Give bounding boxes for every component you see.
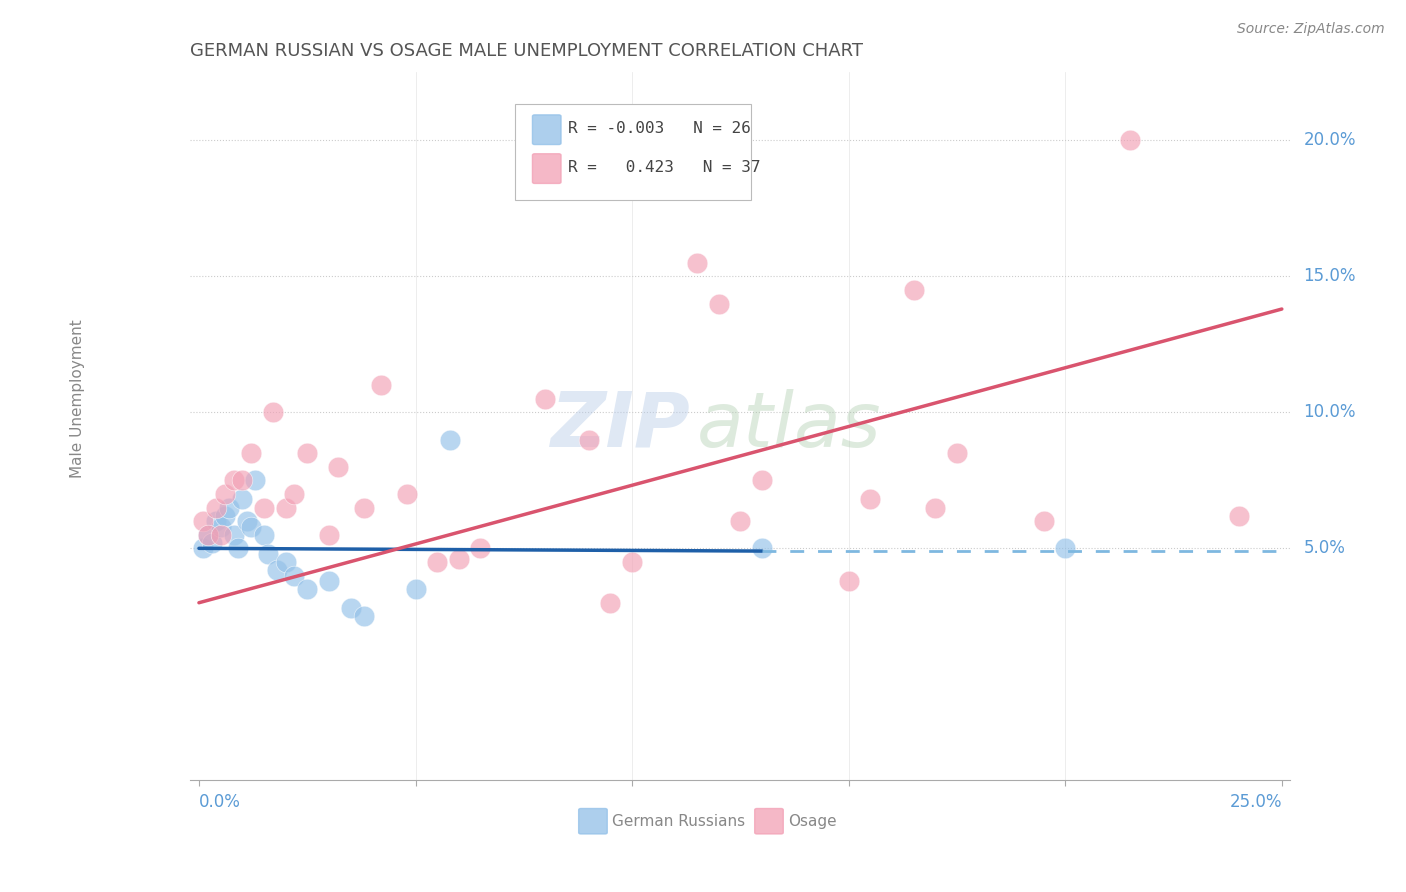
Point: [339, 601, 361, 615]
Point: [578, 433, 600, 447]
FancyBboxPatch shape: [579, 808, 607, 834]
Text: 0.0%: 0.0%: [198, 793, 240, 811]
Text: 10.0%: 10.0%: [1303, 403, 1355, 421]
Text: atlas: atlas: [696, 389, 882, 463]
Point: [253, 527, 276, 541]
Point: [353, 500, 375, 515]
FancyBboxPatch shape: [533, 153, 561, 184]
Point: [1227, 508, 1250, 523]
Text: 15.0%: 15.0%: [1303, 268, 1355, 285]
Point: [197, 527, 219, 541]
Text: GERMAN RUSSIAN VS OSAGE MALE UNEMPLOYMENT CORRELATION CHART: GERMAN RUSSIAN VS OSAGE MALE UNEMPLOYMEN…: [190, 42, 863, 60]
Point: [253, 500, 276, 515]
Point: [1032, 514, 1054, 528]
Text: ZIP: ZIP: [551, 389, 690, 463]
Point: [707, 296, 730, 310]
Point: [231, 474, 253, 488]
FancyBboxPatch shape: [755, 808, 783, 834]
Point: [470, 541, 492, 556]
Point: [214, 487, 236, 501]
Point: [262, 405, 284, 419]
Point: [447, 552, 470, 566]
Point: [426, 555, 449, 569]
Point: [318, 574, 340, 588]
Point: [838, 574, 860, 588]
Point: [730, 514, 752, 528]
Point: [197, 527, 219, 541]
Point: [239, 446, 262, 460]
Point: [226, 541, 249, 556]
Point: [439, 433, 461, 447]
Point: [222, 474, 245, 488]
Text: R =   0.423   N = 37: R = 0.423 N = 37: [568, 161, 761, 176]
FancyBboxPatch shape: [533, 115, 561, 145]
Point: [318, 527, 340, 541]
Text: Osage: Osage: [787, 814, 837, 829]
Point: [751, 474, 773, 488]
Point: [209, 519, 232, 533]
Point: [946, 446, 969, 460]
Point: [222, 527, 245, 541]
Point: [193, 514, 215, 528]
Point: [326, 459, 349, 474]
Point: [239, 519, 262, 533]
Point: [283, 487, 305, 501]
Point: [686, 256, 709, 270]
Text: 5.0%: 5.0%: [1303, 540, 1346, 558]
Point: [534, 392, 557, 406]
Point: [621, 555, 644, 569]
Text: 20.0%: 20.0%: [1303, 131, 1355, 150]
Point: [205, 500, 228, 515]
Text: Source: ZipAtlas.com: Source: ZipAtlas.com: [1237, 22, 1385, 37]
Point: [297, 446, 319, 460]
Point: [859, 492, 882, 507]
Point: [751, 541, 773, 556]
Point: [274, 500, 297, 515]
Point: [257, 547, 280, 561]
Point: [245, 474, 267, 488]
Point: [1054, 541, 1077, 556]
Point: [370, 378, 392, 392]
Point: [924, 500, 946, 515]
Point: [214, 508, 236, 523]
Point: [209, 527, 232, 541]
Point: [231, 492, 253, 507]
Point: [205, 514, 228, 528]
Point: [1119, 133, 1142, 147]
Point: [353, 609, 375, 624]
Point: [599, 596, 621, 610]
Text: German Russians: German Russians: [612, 814, 745, 829]
Point: [903, 283, 925, 297]
Text: Male Unemployment: Male Unemployment: [70, 319, 86, 478]
Point: [235, 514, 257, 528]
Point: [218, 500, 240, 515]
Text: R = -0.003   N = 26: R = -0.003 N = 26: [568, 121, 751, 136]
Point: [395, 487, 418, 501]
Point: [201, 536, 224, 550]
Point: [274, 555, 297, 569]
Point: [266, 563, 288, 577]
Point: [297, 582, 319, 596]
Point: [405, 582, 427, 596]
FancyBboxPatch shape: [515, 104, 751, 200]
Point: [283, 568, 305, 582]
Text: 25.0%: 25.0%: [1229, 793, 1282, 811]
Point: [193, 541, 215, 556]
